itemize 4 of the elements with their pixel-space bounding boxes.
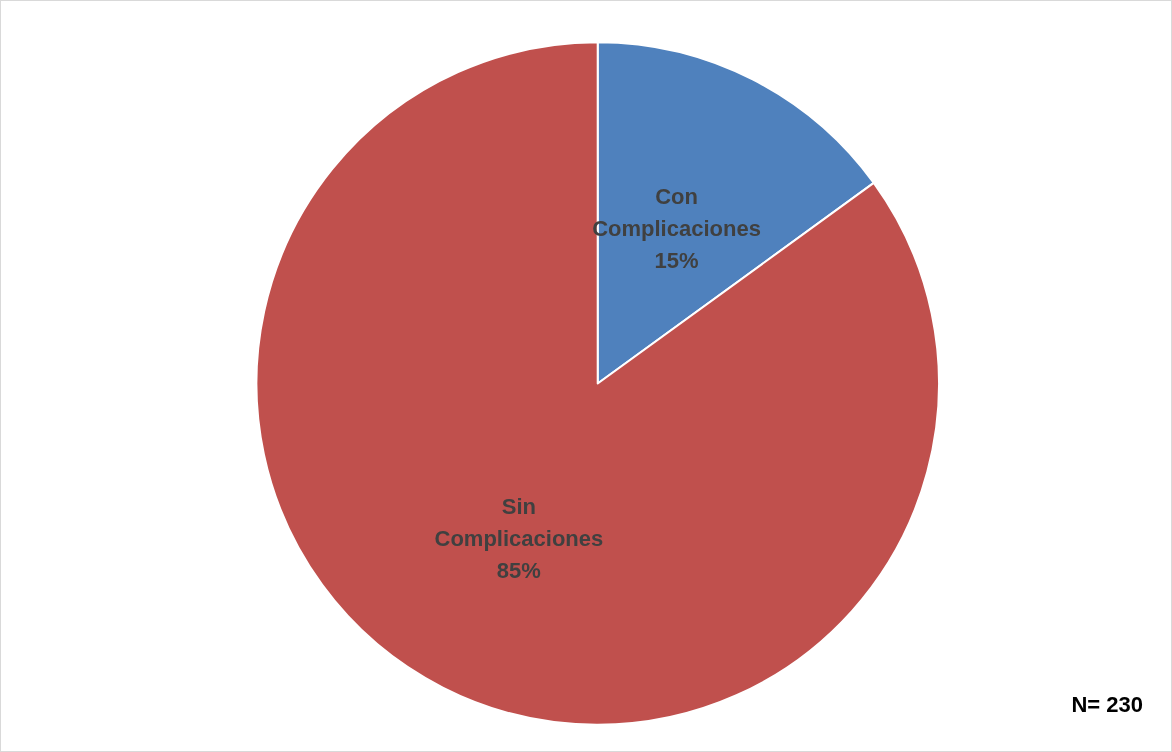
data-label: 15% <box>654 248 699 274</box>
slice-label: Sin Complicaciones <box>434 493 604 551</box>
data-label: 85% <box>496 557 541 583</box>
text: N= 230 <box>1071 691 1144 717</box>
